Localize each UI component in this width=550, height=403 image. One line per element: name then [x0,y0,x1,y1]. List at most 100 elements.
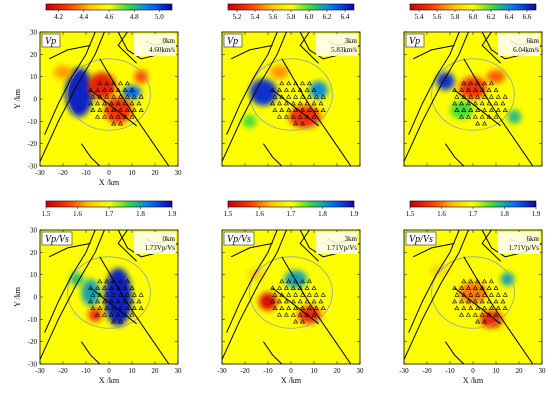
station-marker [286,107,292,112]
colorbar-tick-label: 6.0 [469,13,478,21]
station-marker [293,292,299,297]
fault-line [444,341,465,364]
station-marker [458,285,465,290]
average-value-label: 1.71Vp/Vs [326,244,357,252]
parameter-label-box [223,231,255,246]
station-marker [299,107,306,112]
velocity-anomaly [81,279,100,306]
x-tick-label: 0 [107,169,111,177]
colorbar-tick-label: 6.4 [505,13,514,21]
station-marker [500,100,506,106]
velocity-anomaly [242,114,257,129]
resolution-contour [67,256,151,329]
velocity-anomaly [486,69,506,84]
y-tick-label: -10 [28,118,38,126]
velocity-anomaly [104,267,132,327]
y-tick-label: 10 [30,271,38,279]
x-tick-label: 20 [334,367,342,375]
fault-line [222,230,287,360]
parameter-label: Vp/Vs [45,234,69,245]
x-axis-label: X /km [99,178,120,187]
colorbar-tick-label: 1.8 [500,210,509,218]
station-marker [479,87,485,92]
station-marker [286,305,292,310]
parameter-label-box [405,231,437,246]
station-marker [495,305,501,310]
station-marker [306,292,312,297]
station-marker [468,107,474,112]
station-marker [311,285,317,290]
station-marker [270,100,276,106]
station-marker [297,100,303,106]
fault-line [404,32,469,162]
station-marker [297,114,303,119]
station-marker [290,285,296,290]
colorbar-tick-label: 1.8 [318,210,327,218]
station-marker [479,312,485,317]
velocity-anomaly [507,110,522,124]
station-marker [461,278,467,284]
station-marker [108,285,114,290]
x-tick-label: 20 [152,367,160,375]
parameter-label: Vp [409,36,420,47]
station-marker [306,278,312,284]
x-tick-label: -20 [240,367,250,375]
station-marker [111,292,117,297]
station-marker [311,298,317,304]
resolution-contour [431,58,515,131]
parameter-label: Vp [227,36,238,47]
station-marker [306,107,312,112]
station-marker [472,285,478,290]
x-axis-label: X /km [463,376,484,385]
station-marker [493,114,499,119]
station-marker [286,80,292,86]
velocity-anomaly [500,272,515,286]
average-value-label: 1.71Vp/Vs [508,244,539,252]
velocity-anomaly [459,281,487,304]
station-marker [461,107,467,112]
x-tick-label: 30 [175,169,183,177]
station-marker [293,120,299,126]
y-axis-label: Y /km [13,88,22,109]
fault-line [117,32,137,64]
y-tick-label: 10 [30,73,38,81]
station-marker [276,87,283,92]
station-marker [299,278,306,284]
station-marker [138,305,144,310]
station-marker [472,298,478,304]
parameter-label: Vp/Vs [409,234,433,245]
station-marker [472,100,478,106]
fault-line [281,256,352,364]
station-marker [101,114,107,119]
station-marker [479,100,485,106]
x-tick-label: -10 [81,169,91,177]
station-marker [479,298,485,304]
station-marker [97,80,103,86]
station-marker [279,107,285,112]
velocity-anomaly [134,69,149,84]
station-marker [104,107,110,112]
station-marker [290,87,296,92]
station-marker [297,87,303,92]
station-marker [311,312,317,317]
station-marker [488,107,494,112]
depth-label: 6km [527,235,540,243]
station-marker [97,278,103,284]
station-marker [272,305,278,310]
station-marker [115,298,121,304]
colorbar-tick-label: 6.0 [305,13,314,21]
station-marker [475,292,481,297]
station-marker [472,87,478,92]
parameter-label-box [41,231,73,246]
station-marker [117,94,124,99]
depth-label: 6km [527,37,540,45]
station-marker [502,107,508,112]
station-marker [475,305,481,310]
station-marker [124,80,130,86]
station-marker [475,80,481,86]
x-tick-label: -20 [58,169,68,177]
velocity-anomaly [270,65,289,79]
station-marker [320,94,326,99]
station-marker [493,87,499,92]
fault-line [262,341,283,364]
